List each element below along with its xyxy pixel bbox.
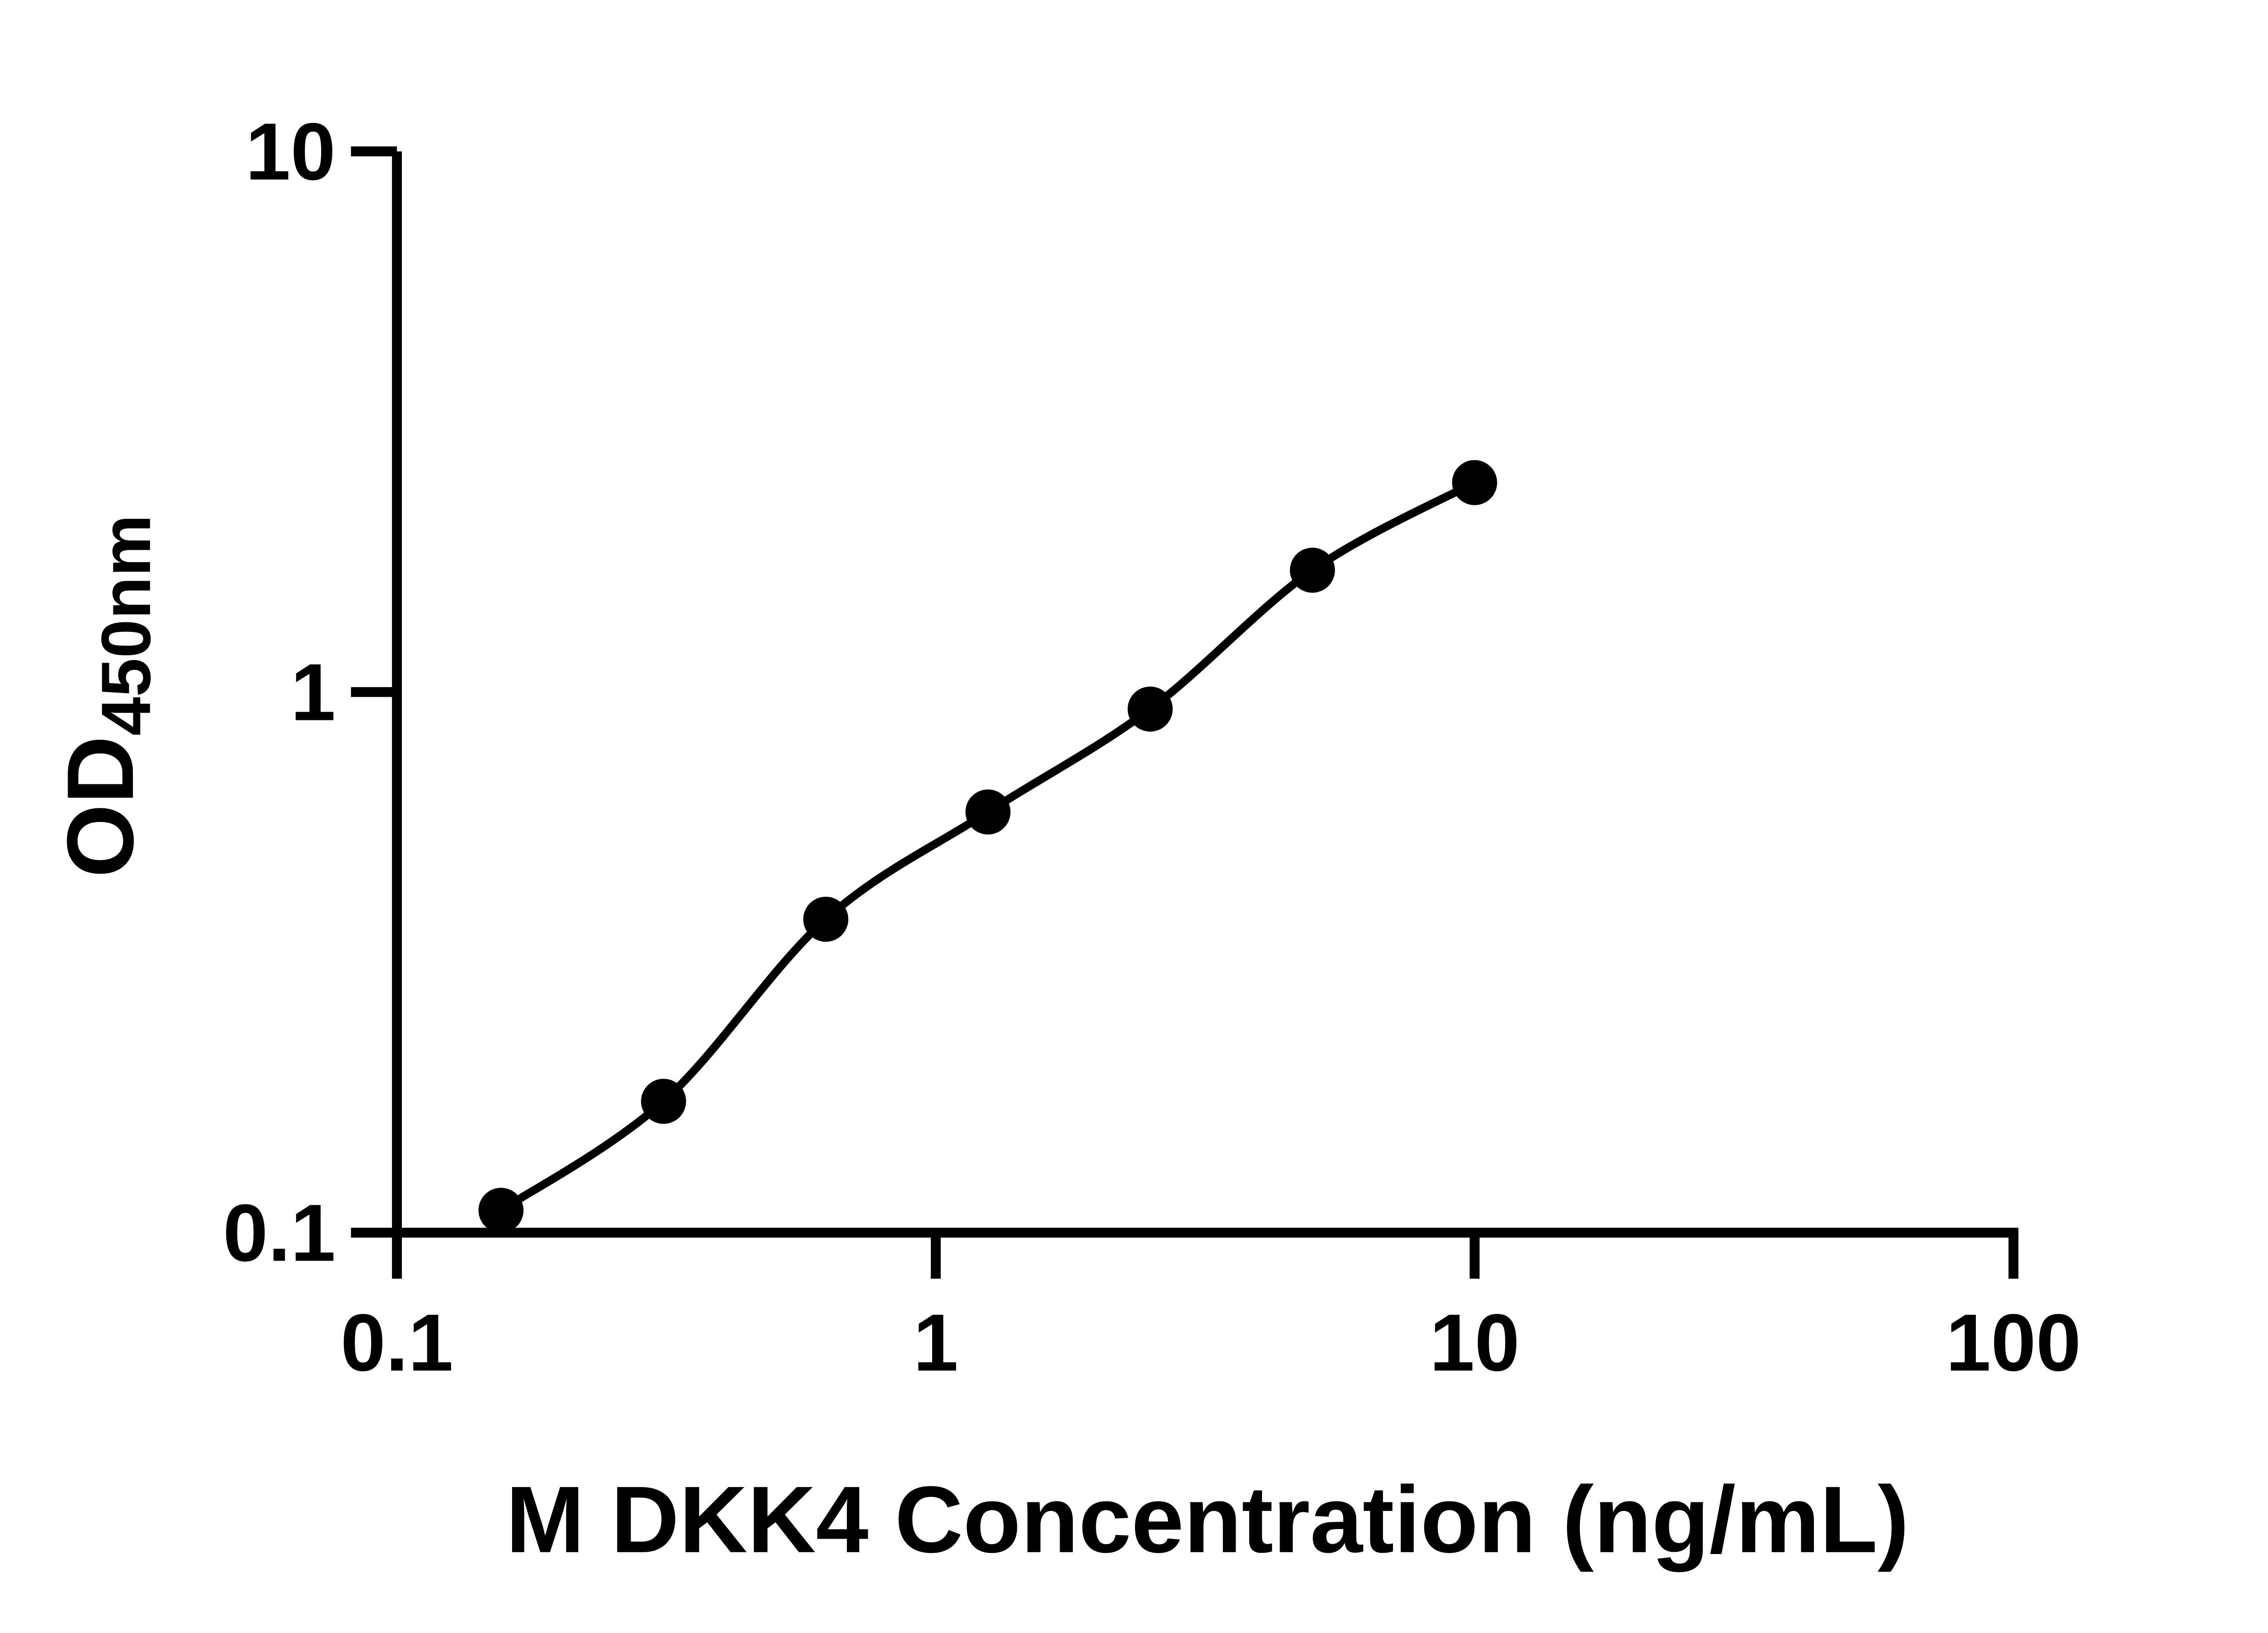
- data-point: [1452, 460, 1497, 505]
- axes: 10 1 0.10.1 1 10 100: [223, 106, 2081, 1388]
- y-axis-title: OD450nm: [48, 514, 165, 878]
- data-point: [1290, 548, 1335, 593]
- y-tick-label: 1: [291, 647, 336, 738]
- x-tick-label: 100: [1946, 1297, 2081, 1388]
- x-tick-label: 1: [913, 1297, 958, 1388]
- data-point: [803, 896, 849, 942]
- x-tick-label: 0.1: [341, 1297, 454, 1388]
- data-series: [478, 460, 1497, 1233]
- y-tick-label: 10: [245, 106, 336, 197]
- y-tick-label: 0.1: [223, 1188, 336, 1278]
- data-point: [641, 1079, 686, 1124]
- y-axis-title-subscript: 450nm: [87, 514, 165, 736]
- data-point: [965, 789, 1011, 835]
- y-axis-title-main: OD: [48, 736, 153, 878]
- x-tick-label: 10: [1429, 1297, 1520, 1388]
- data-point: [1127, 686, 1173, 732]
- data-point: [478, 1188, 524, 1233]
- x-axis-title: M DKK4 Concentration (ng/mL): [506, 1467, 1909, 1573]
